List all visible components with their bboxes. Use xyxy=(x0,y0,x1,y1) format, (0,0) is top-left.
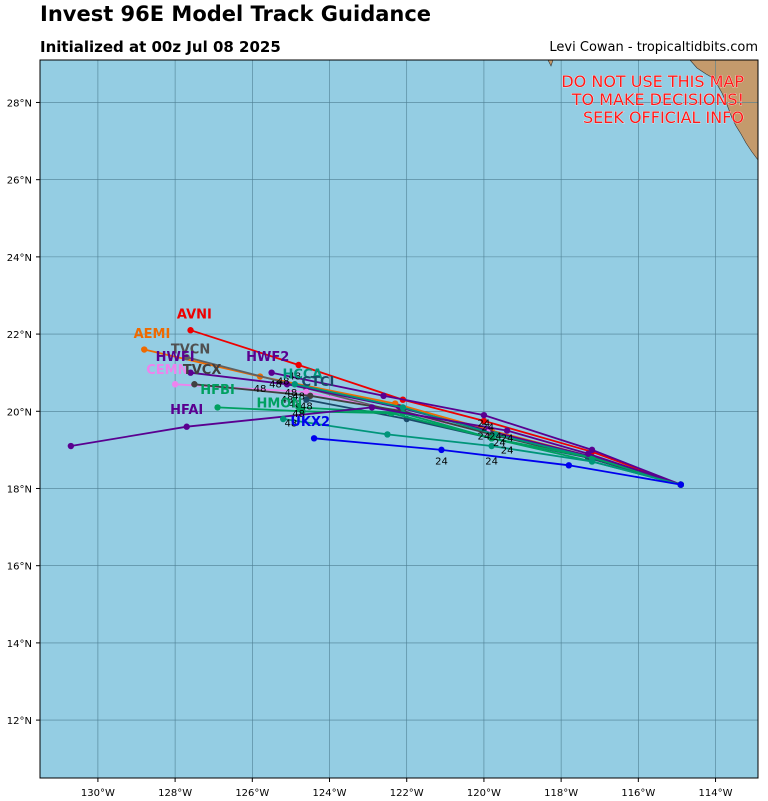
land-mexico-baja xyxy=(689,60,758,161)
track-point-hwf2 xyxy=(268,369,275,376)
track-point-nvgm xyxy=(384,431,391,438)
x-tick-label: 126°W xyxy=(235,788,269,799)
track-lines xyxy=(67,327,684,488)
x-tick-label: 130°W xyxy=(81,788,115,799)
chart-title: Invest 96E Model Track Guidance xyxy=(40,2,432,26)
ocean-background xyxy=(40,60,758,778)
track-point-hwf2 xyxy=(380,392,387,400)
forecast-hour-label: 48 xyxy=(288,399,301,410)
track-point-nvgm xyxy=(588,458,596,465)
model-label-aemi: AEMI xyxy=(134,327,171,342)
track-point-avni xyxy=(480,417,488,425)
forecast-hour-label: 48 xyxy=(281,395,294,406)
track-point-tvcn xyxy=(183,354,190,361)
y-tick-label: 26°N xyxy=(7,176,32,187)
model-label-avni: AVNI xyxy=(177,308,212,323)
track-point-hfai xyxy=(584,450,592,457)
forecast-hour-label: 48 xyxy=(285,388,298,399)
y-tick-label: 18°N xyxy=(7,484,32,495)
y-tick-label: 24°N xyxy=(7,253,32,264)
forecast-hour-label: 48 xyxy=(277,376,290,387)
forecast-hour-label: 24 xyxy=(478,431,491,442)
warning-line-2: TO MAKE DECISIONS! xyxy=(571,90,744,109)
track-point-hmon xyxy=(295,404,302,411)
model-label-tvcn: TVCN xyxy=(171,342,210,357)
track-point-tvcx xyxy=(191,381,198,388)
forecast-hour-label: 24 xyxy=(501,433,514,444)
y-tick-label: 20°N xyxy=(7,407,32,418)
model-label-tvcx: TVCX xyxy=(183,363,222,378)
track-point-hcca xyxy=(399,404,407,411)
track-point-hwf2 xyxy=(480,411,488,419)
track-point-hwfi xyxy=(187,369,194,376)
track-ukx2 xyxy=(314,437,681,486)
model-label-hfai: HFAI xyxy=(170,403,203,418)
track-point-hmon xyxy=(488,435,495,442)
forecast-hour-label: 48 xyxy=(300,401,313,412)
track-point-hfai xyxy=(67,442,75,450)
track-point-ctci xyxy=(303,396,310,403)
track-point-avni xyxy=(187,327,194,334)
track-point-avni xyxy=(295,361,302,369)
model-label-hmon: HMON xyxy=(256,396,302,411)
track-point-ukx2 xyxy=(677,481,684,488)
y-tick-label: 14°N xyxy=(7,639,32,650)
forecast-hour-label: 24 xyxy=(478,419,491,430)
forecast-hour-label: 24 xyxy=(489,431,502,442)
model-label-ukx2: UKX2 xyxy=(290,415,330,430)
map-frame xyxy=(39,59,759,779)
model-label-hwfi: HWFI xyxy=(156,350,195,365)
forecast-hour-label: 48 xyxy=(254,384,267,395)
axis-ticks: 130°W 128°W 126°W 124°W 122°W 120°W 118°W 116°W… xyxy=(7,98,733,799)
model-label-hwf2: HWF2 xyxy=(246,350,289,365)
y-tick-label: 16°N xyxy=(7,562,32,573)
x-tick-label: 122°W xyxy=(390,788,424,799)
track-point-hwfi xyxy=(283,381,291,388)
credit-text: Levi Cowan - tropicaltidbits.com xyxy=(549,40,758,55)
track-point-cemn xyxy=(171,381,179,388)
forecast-hour-label: 24 xyxy=(481,423,494,434)
track-point-aemi xyxy=(141,346,148,353)
forecast-hour-label: 48 xyxy=(269,379,282,390)
track-point-nvgm xyxy=(488,442,495,450)
forecast-hour-label: 48 xyxy=(292,392,305,403)
chart-subtitle: Initialized at 00z Jul 08 2025 xyxy=(40,38,281,56)
track-point-hfai xyxy=(503,427,511,434)
model-label-cemn: CEMN xyxy=(146,363,188,378)
track-avni xyxy=(190,329,682,486)
y-tick-label: 28°N xyxy=(7,98,32,109)
x-tick-label: 128°W xyxy=(158,788,192,799)
x-tick-label: 114°W xyxy=(699,788,733,799)
track-point-hfai xyxy=(368,404,376,411)
x-tick-label: 118°W xyxy=(544,788,578,799)
model-label-ctci: CTCI xyxy=(302,375,335,390)
y-tick-label: 22°N xyxy=(7,330,32,341)
forecast-hour-label: 48 xyxy=(285,419,298,430)
forecast-hour-label: 24 xyxy=(493,438,506,449)
forecast-hour-label: 24 xyxy=(501,446,514,457)
track-point-ukx2 xyxy=(310,435,318,442)
x-tick-label: 124°W xyxy=(313,788,347,799)
track-point-nvgm xyxy=(279,415,287,423)
track-point-hfai xyxy=(183,423,190,430)
y-tick-label: 12°N xyxy=(7,716,32,727)
track-point-hcca xyxy=(291,381,298,388)
warning-line-1: DO NOT USE THIS MAP xyxy=(561,72,744,91)
track-point-ukx2 xyxy=(438,446,445,454)
warning-line-3: SEEK OFFICIAL INFO xyxy=(583,108,744,127)
forecast-hour-label: 48 xyxy=(292,409,305,420)
land-coast-north xyxy=(547,60,554,67)
model-label-hfbi: HFBI xyxy=(200,383,235,398)
forecast-hour-label: 24 xyxy=(485,457,498,468)
x-tick-label: 116°W xyxy=(621,788,655,799)
track-point-ukx2 xyxy=(565,462,573,469)
x-tick-label: 120°W xyxy=(467,788,501,799)
model-label-hcca: HCCA xyxy=(282,367,322,382)
track-hfai xyxy=(70,406,682,486)
forecast-hour-label: 24 xyxy=(435,457,448,468)
track-point-hfbi xyxy=(214,404,221,411)
forecast-hour-label: 48 xyxy=(288,372,301,383)
